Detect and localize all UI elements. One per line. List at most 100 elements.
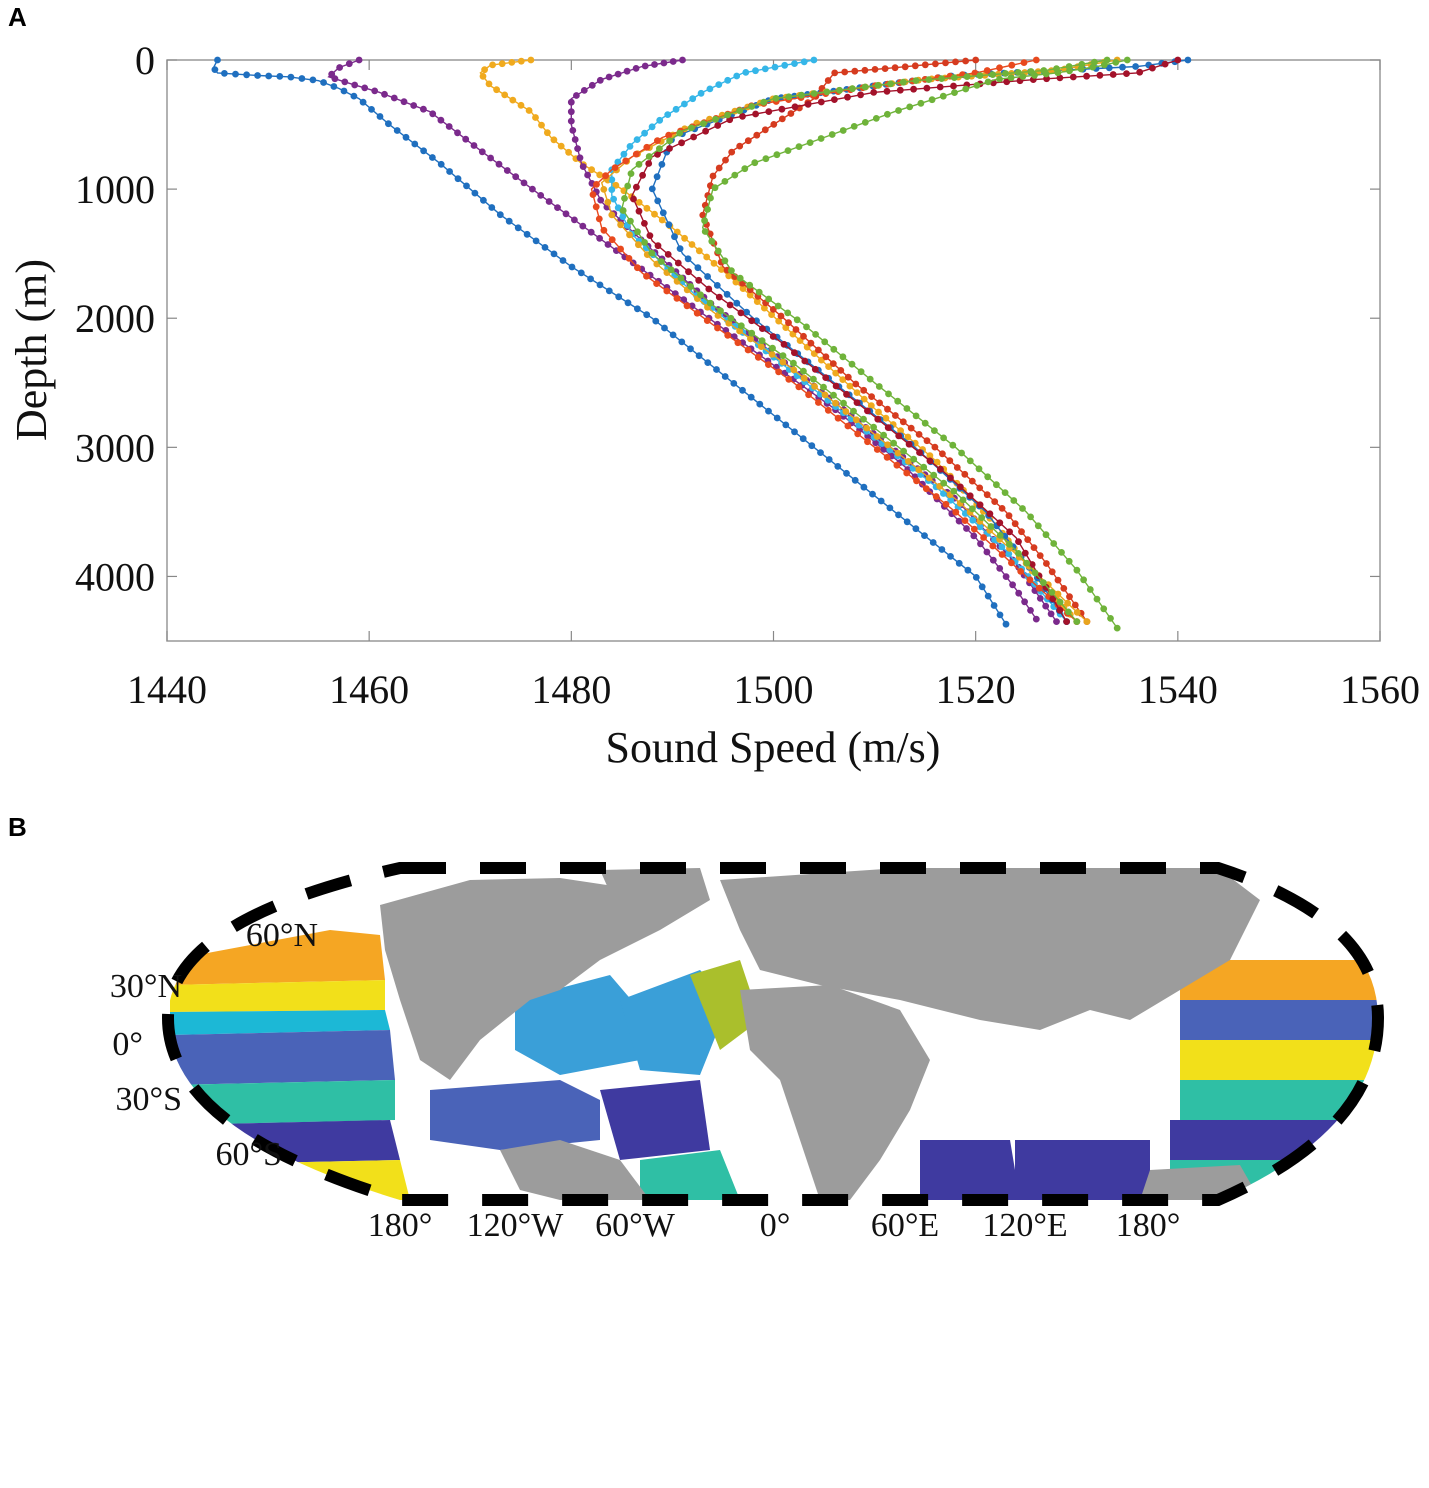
data-point — [790, 359, 797, 367]
data-point — [781, 61, 789, 69]
data-point — [695, 352, 703, 360]
longitude-label: 0° — [760, 1207, 791, 1244]
data-point — [687, 124, 695, 132]
data-point — [989, 71, 997, 78]
data-point — [1032, 615, 1040, 623]
data-point — [724, 111, 731, 119]
data-point — [446, 168, 453, 175]
data-point — [669, 58, 677, 65]
data-point — [739, 113, 746, 120]
data-point — [588, 166, 595, 174]
data-point — [298, 75, 306, 82]
data-point — [656, 145, 663, 153]
data-point — [791, 60, 798, 67]
data-point — [605, 287, 613, 295]
data-point — [1096, 71, 1104, 79]
data-point — [806, 139, 814, 147]
data-point — [830, 391, 837, 399]
data-point — [769, 306, 777, 313]
data-point — [643, 204, 651, 212]
data-point — [968, 477, 976, 485]
data-point — [1136, 68, 1144, 76]
x-tick-label: 1440 — [127, 667, 207, 712]
data-point — [844, 93, 851, 101]
data-point — [839, 127, 847, 134]
data-point — [676, 129, 684, 137]
data-point — [567, 117, 575, 125]
data-point — [463, 182, 470, 190]
data-point — [890, 439, 897, 447]
data-point — [635, 160, 643, 168]
data-point — [1001, 489, 1009, 496]
data-point — [839, 353, 847, 361]
data-point — [1021, 598, 1028, 606]
data-point — [748, 317, 756, 325]
data-point — [962, 57, 969, 65]
data-point — [596, 234, 603, 242]
data-point — [1043, 560, 1050, 567]
data-point — [626, 231, 633, 239]
data-point — [762, 155, 770, 163]
data-point — [820, 383, 827, 391]
data-point — [641, 129, 648, 137]
data-point — [774, 302, 782, 310]
data-point — [832, 369, 840, 377]
data-point — [821, 391, 829, 399]
data-point — [1161, 60, 1169, 68]
data-point — [811, 383, 818, 390]
data-point — [795, 383, 803, 391]
data-point — [976, 523, 984, 531]
data-point — [942, 500, 950, 508]
data-point — [765, 361, 772, 368]
data-point — [1065, 608, 1072, 616]
data-point — [741, 165, 749, 173]
data-point — [527, 56, 535, 64]
data-point — [520, 179, 528, 187]
data-point — [791, 103, 799, 111]
data-point — [903, 469, 911, 477]
data-point — [666, 145, 673, 152]
data-point — [996, 64, 1003, 72]
data-point — [645, 153, 653, 160]
data-point — [653, 173, 661, 181]
data-point — [608, 186, 616, 194]
data-point — [773, 151, 781, 159]
data-point — [411, 140, 419, 148]
data-point — [825, 456, 833, 463]
data-point — [983, 67, 991, 74]
data-point — [1048, 568, 1056, 576]
ocean-class-region — [1180, 960, 1378, 1000]
data-point — [1024, 536, 1032, 543]
series-layer — [211, 56, 1192, 632]
data-point — [664, 111, 672, 118]
data-point — [905, 458, 912, 465]
data-point — [723, 290, 731, 298]
data-point — [866, 375, 874, 383]
data-point — [910, 85, 917, 93]
data-point — [712, 115, 719, 123]
data-point — [595, 215, 603, 223]
data-point — [850, 407, 857, 415]
data-point — [679, 56, 686, 64]
data-point — [955, 517, 963, 525]
data-point — [996, 75, 1003, 83]
data-point — [752, 110, 759, 118]
south-america — [500, 1140, 650, 1200]
data-point — [1054, 576, 1062, 584]
data-point — [488, 204, 496, 211]
data-point — [931, 427, 938, 434]
data-point — [895, 432, 903, 440]
data-point — [754, 353, 762, 361]
data-point — [849, 85, 856, 93]
data-point — [1105, 64, 1113, 72]
data-point — [976, 501, 984, 509]
data-point — [600, 186, 608, 193]
data-point — [672, 105, 680, 113]
data-point — [844, 422, 852, 430]
data-point — [1064, 599, 1071, 607]
data-point — [792, 326, 800, 333]
series-line — [621, 59, 1108, 623]
data-point — [780, 340, 788, 348]
data-point — [884, 110, 891, 118]
data-point — [1083, 72, 1090, 80]
